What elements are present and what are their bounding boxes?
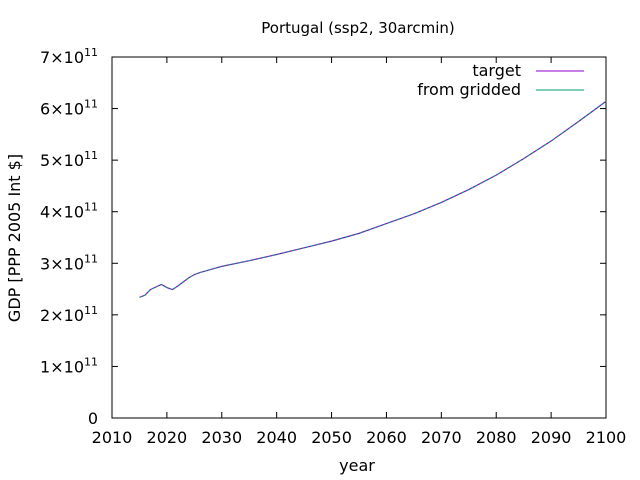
x-tick-label: 2070	[421, 428, 462, 447]
y-tick-label: 1×1011	[40, 355, 98, 376]
y-tick-mantissa: 7×10	[40, 48, 84, 67]
y-tick-mantissa: 0	[88, 409, 98, 428]
legend: target from gridded	[417, 61, 584, 99]
y-tick-mantissa: 4×10	[40, 203, 84, 222]
y-tick-exponent: 11	[84, 304, 98, 317]
y-tick-label: 0	[88, 409, 98, 428]
y-tick-mantissa: 2×10	[40, 306, 84, 325]
x-tick-label: 2060	[366, 428, 407, 447]
y-tick-label: 7×1011	[40, 46, 98, 67]
y-tick-label: 3×1011	[40, 252, 98, 273]
y-tick-exponent: 11	[84, 149, 98, 162]
plot-frame	[111, 56, 607, 419]
y-tick-mantissa: 5×10	[40, 151, 84, 170]
y-tick-mantissa: 6×10	[40, 100, 84, 119]
legend-label-target: target	[472, 61, 521, 80]
x-tick-label: 2100	[586, 428, 627, 447]
y-tick-label: 5×1011	[40, 149, 98, 170]
x-axis: 2010 2020 2030 2040 2050 2060 2070 2080 2090 2100	[92, 57, 627, 447]
y-tick-label: 2×1011	[40, 304, 98, 325]
x-tick-label: 2020	[147, 428, 188, 447]
y-axis-label: GDP [PPP 2005 Int $]	[5, 154, 24, 322]
legend-label-from-gridded: from gridded	[417, 80, 521, 99]
y-tick-mantissa: 1×10	[40, 357, 84, 376]
chart-title: Portugal (ssp2, 30arcmin)	[261, 19, 454, 37]
x-tick-label: 2010	[92, 428, 133, 447]
y-tick-exponent: 11	[84, 355, 98, 368]
x-axis-label: year	[339, 456, 375, 475]
x-tick-label: 2080	[476, 428, 517, 447]
series-lines	[139, 100, 607, 298]
y-tick-exponent: 11	[84, 252, 98, 265]
x-tick-label: 2040	[256, 428, 297, 447]
series-line-from-gridded	[139, 100, 607, 298]
series-line-target	[139, 100, 607, 298]
y-axis: 01×10112×10113×10114×10115×10116×10117×1…	[40, 46, 606, 428]
x-tick-label: 2050	[311, 428, 352, 447]
y-tick-exponent: 11	[84, 46, 98, 59]
y-tick-mantissa: 3×10	[40, 254, 84, 273]
y-tick-label: 4×1011	[40, 201, 98, 222]
y-tick-label: 6×1011	[40, 98, 98, 119]
y-tick-exponent: 11	[84, 98, 98, 111]
x-tick-label: 2030	[201, 428, 242, 447]
y-tick-exponent: 11	[84, 201, 98, 214]
x-tick-label: 2090	[531, 428, 572, 447]
